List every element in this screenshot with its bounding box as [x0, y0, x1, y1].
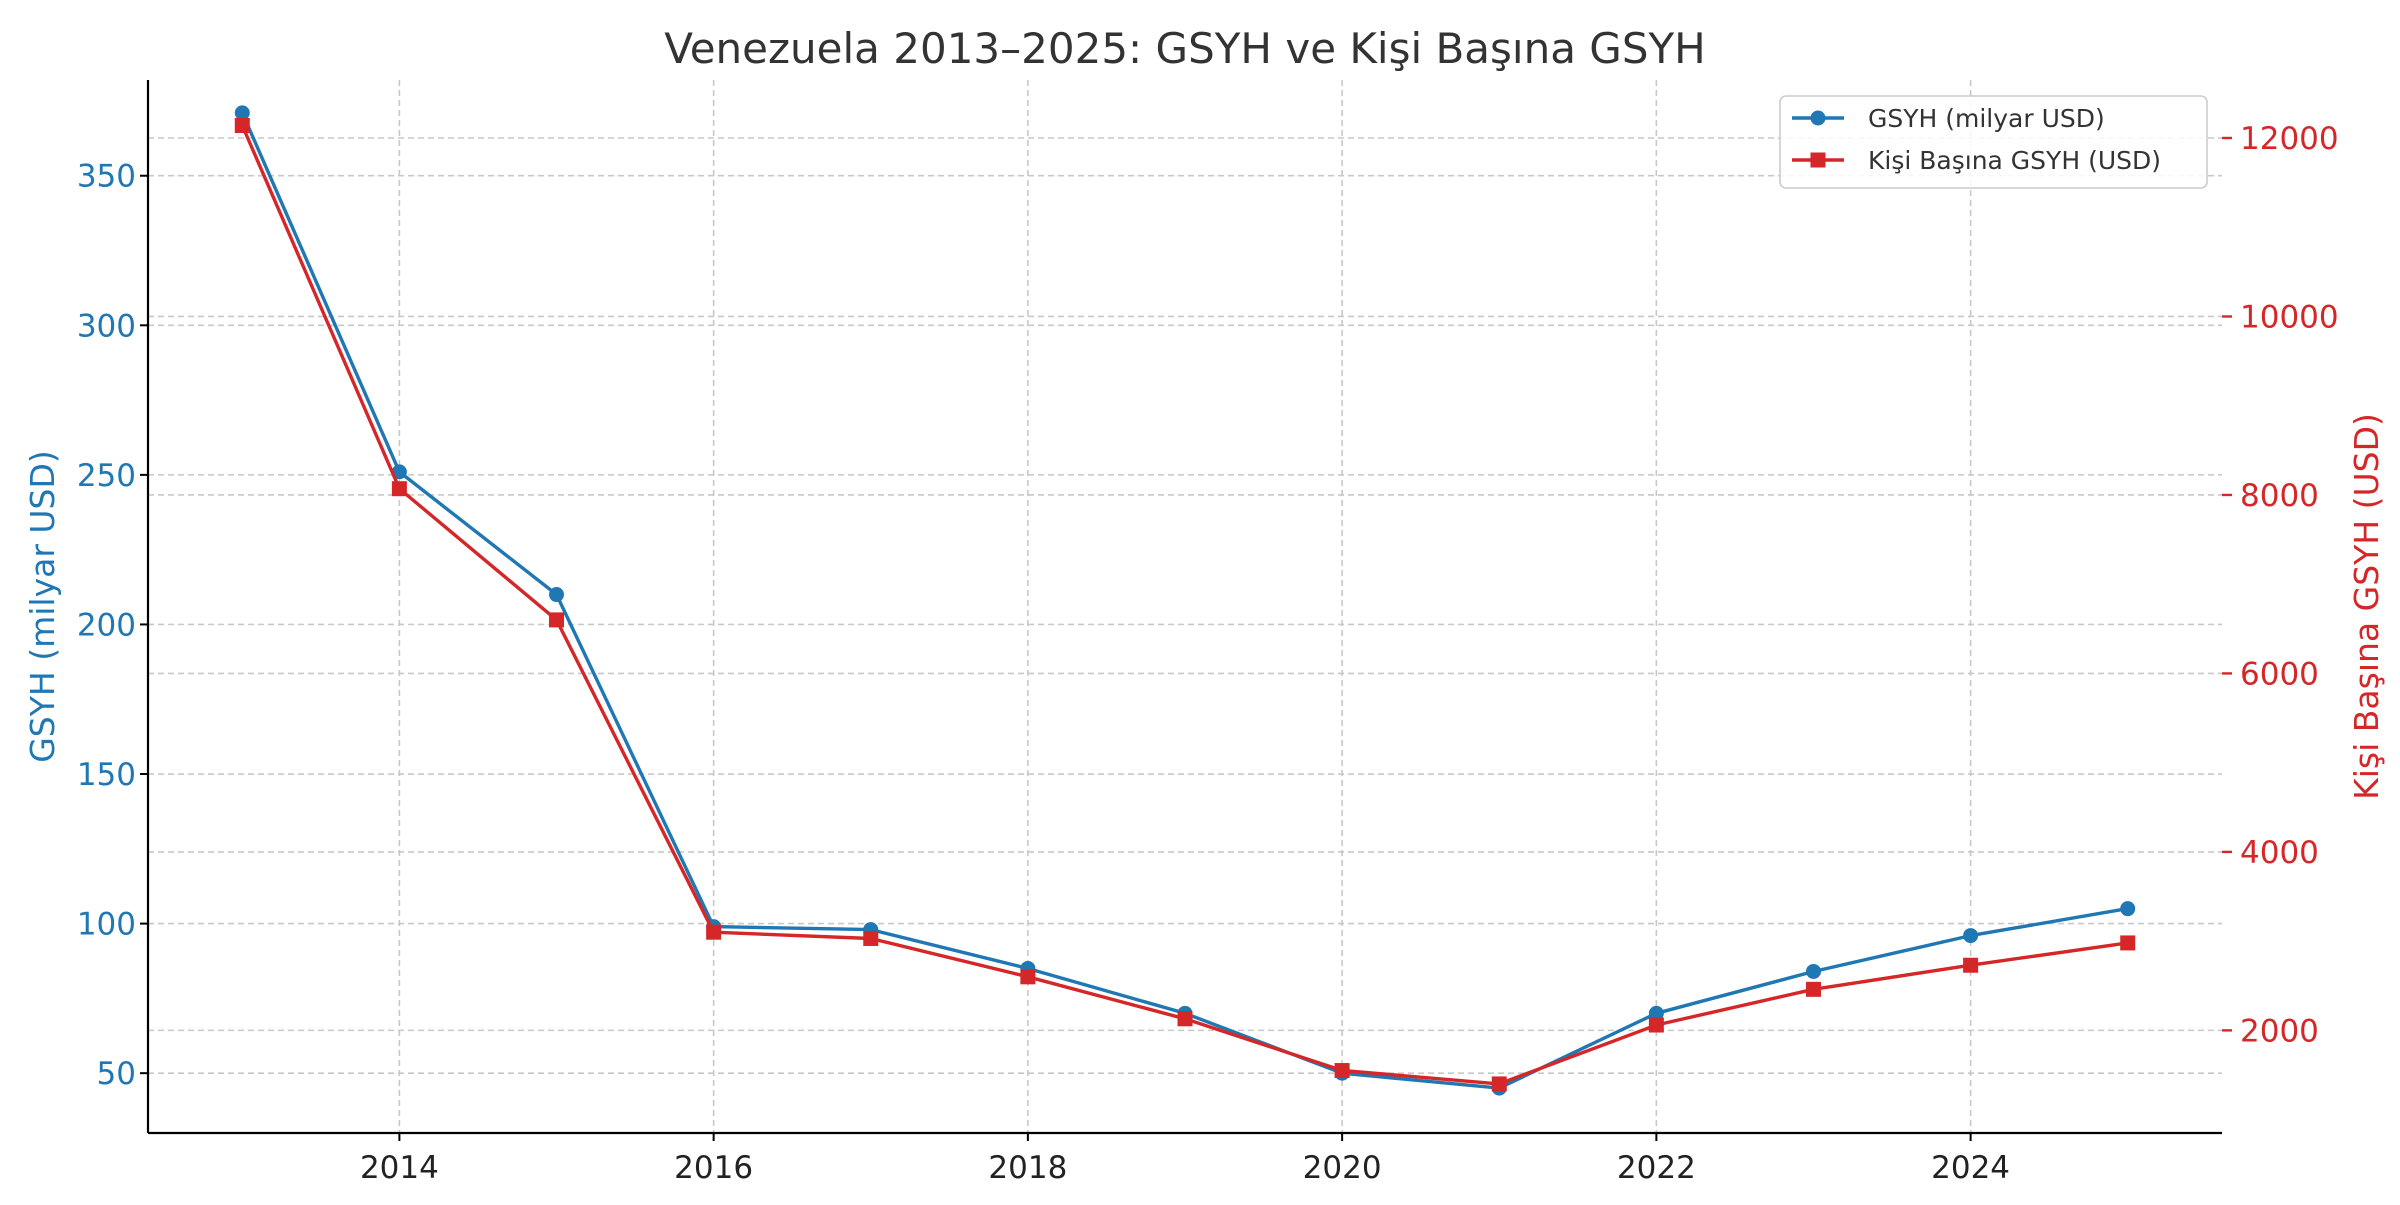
chart-title: Venezuela 2013–2025: GSYH ve Kişi Başına…	[664, 24, 1706, 73]
x-tick-label: 2020	[1303, 1150, 1382, 1186]
legend-label-1: GSYH (milyar USD)	[1868, 104, 2105, 133]
series-layer	[234, 105, 2136, 1096]
legend-marker-1	[1810, 110, 1826, 126]
data-point-2	[1020, 969, 1036, 985]
x-tick-label: 2018	[988, 1150, 1067, 1186]
y-left-tick-label: 350	[77, 159, 136, 195]
y-axis-left-label: GSYH (milyar USD)	[23, 450, 62, 763]
x-tick-label: 2016	[674, 1150, 753, 1186]
y-left-tick-label: 100	[77, 907, 136, 943]
series-line-2	[240, 124, 2128, 1086]
data-point-2	[1491, 1076, 1507, 1092]
legend-label-2: Kişi Başına GSYH (USD)	[1868, 146, 2161, 175]
data-point-2	[234, 118, 250, 134]
legend: GSYH (milyar USD) Kişi Başına GSYH (USD)	[1779, 95, 2208, 189]
y-right-tick-label: 12000	[2240, 121, 2339, 157]
y-axis-right-label: Kişi Başına GSYH (USD)	[2347, 413, 2386, 800]
y-left-tick-label: 150	[77, 757, 136, 793]
data-point-2	[391, 481, 407, 497]
data-point-1	[1963, 928, 1979, 944]
x-tick-label: 2022	[1617, 1150, 1696, 1186]
y-right-tick-label: 8000	[2240, 478, 2319, 514]
grid-layer	[148, 80, 2222, 1133]
y-right-tick-label: 10000	[2240, 299, 2339, 335]
data-point-1	[391, 464, 407, 480]
y-right-tick-label: 6000	[2240, 656, 2319, 692]
y-right-tick-label: 2000	[2240, 1013, 2319, 1049]
x-tick-label: 2024	[1931, 1150, 2010, 1186]
data-point-2	[1648, 1017, 1664, 1033]
data-point-1	[549, 587, 565, 603]
y-left-tick-label: 200	[77, 607, 136, 643]
data-point-1	[1648, 1005, 1664, 1021]
data-point-2	[1805, 981, 1821, 997]
legend-box	[1779, 95, 2208, 189]
data-point-1	[1805, 963, 1821, 979]
y-left-tick-label: 300	[77, 308, 136, 344]
data-point-1	[2120, 901, 2136, 917]
legend-marker-2	[1810, 152, 1826, 168]
y-left-tick-label: 250	[77, 458, 136, 494]
data-point-1	[234, 105, 250, 121]
y-left-tick-label: 50	[97, 1056, 136, 1092]
y-right-tick-label: 4000	[2240, 835, 2319, 871]
series-line-1	[240, 112, 2128, 1090]
data-point-2	[1177, 1011, 1193, 1027]
axes-layer: 2014 2016 2018 2020 2022 2024 50 100 150 200 250 30…	[23, 80, 2386, 1186]
data-point-2	[863, 930, 879, 946]
data-point-2	[1334, 1063, 1350, 1079]
data-point-2	[706, 924, 722, 940]
data-point-2	[1963, 957, 1979, 973]
data-point-2	[549, 612, 565, 628]
x-tick-label: 2014	[360, 1150, 439, 1186]
data-point-2	[2120, 935, 2136, 951]
